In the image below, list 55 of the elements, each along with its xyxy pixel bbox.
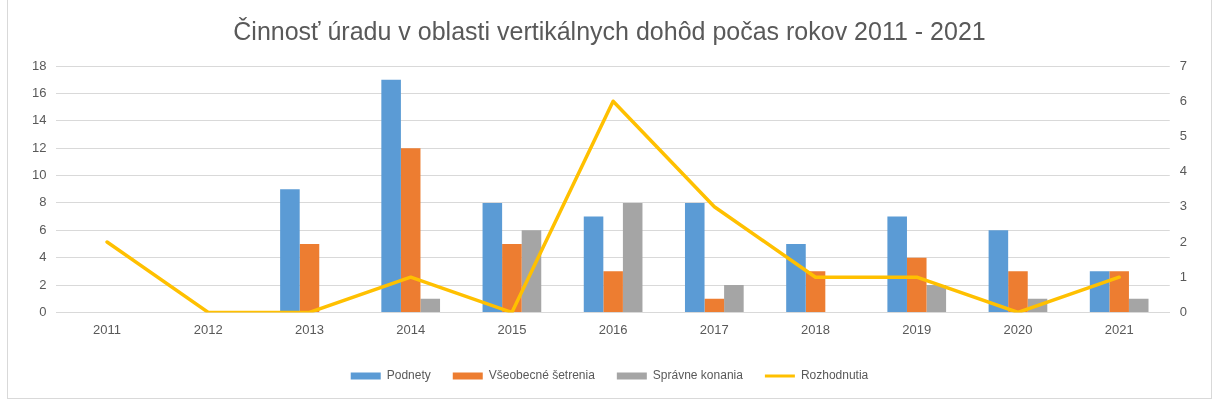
- x-tick-label: 2014: [396, 321, 426, 337]
- y-tick-label: 6: [39, 221, 47, 237]
- bar: [381, 79, 401, 312]
- bar: [988, 230, 1009, 312]
- bar: [280, 189, 300, 312]
- y-tick-label: 12: [31, 139, 47, 155]
- y-tick-label: 16: [31, 84, 47, 100]
- legend-label: Všeobecné šetrenia: [488, 368, 596, 383]
- bar: [1128, 298, 1149, 312]
- bar: [1008, 271, 1028, 312]
- y2-tick-label: 5: [1179, 127, 1187, 143]
- y-tick-label: 10: [31, 167, 47, 183]
- bar: [400, 148, 421, 312]
- x-tick-label: 2019: [902, 321, 932, 337]
- bar: [502, 243, 522, 312]
- chart-title: Činnosť úradu v oblasti vertikálnych dohôd počas rokov 2011 - 2021: [233, 16, 986, 45]
- y2-tick-label: 4: [1179, 163, 1187, 179]
- legend-label: Podnety: [386, 368, 431, 383]
- bar: [926, 285, 947, 312]
- bar: [704, 298, 725, 312]
- legend-label: Správne konania: [652, 368, 744, 383]
- y-tick-label: 18: [31, 57, 47, 73]
- x-tick-label: 2016: [598, 321, 628, 337]
- x-tick-label: 2020: [1003, 321, 1033, 337]
- bar: [684, 202, 705, 312]
- x-tick-label: 2018: [801, 321, 830, 337]
- bar: [482, 202, 503, 312]
- bar: [887, 216, 907, 312]
- bar: [622, 202, 643, 312]
- y2-tick-label: 3: [1179, 198, 1187, 214]
- bar: [906, 257, 927, 312]
- x-tick-label: 2015: [497, 321, 527, 337]
- legend-label: Rozhodnutia: [800, 368, 869, 383]
- bar: [583, 216, 604, 312]
- bar: [1109, 271, 1129, 312]
- bar: [786, 243, 806, 312]
- bar: [420, 298, 441, 312]
- x-tick-label: 2017: [699, 321, 729, 337]
- y-tick-label: 8: [39, 194, 47, 210]
- y-tick-label: 0: [39, 303, 47, 319]
- bar: [299, 243, 320, 312]
- y2-tick-label: 6: [1179, 92, 1187, 108]
- bar: [724, 285, 744, 312]
- x-tick-label: 2021: [1104, 321, 1134, 337]
- x-tick-label: 2011: [93, 321, 122, 337]
- y2-tick-label: 0: [1179, 303, 1187, 319]
- y-tick-label: 2: [39, 276, 47, 292]
- y-tick-label: 4: [39, 249, 47, 265]
- x-tick-label: 2013: [295, 321, 324, 337]
- bar: [603, 271, 623, 312]
- y-tick-label: 14: [31, 112, 47, 128]
- y2-tick-label: 7: [1179, 57, 1187, 73]
- x-tick-label: 2012: [193, 321, 223, 337]
- y2-tick-label: 1: [1179, 268, 1187, 284]
- y2-tick-label: 2: [1179, 233, 1187, 249]
